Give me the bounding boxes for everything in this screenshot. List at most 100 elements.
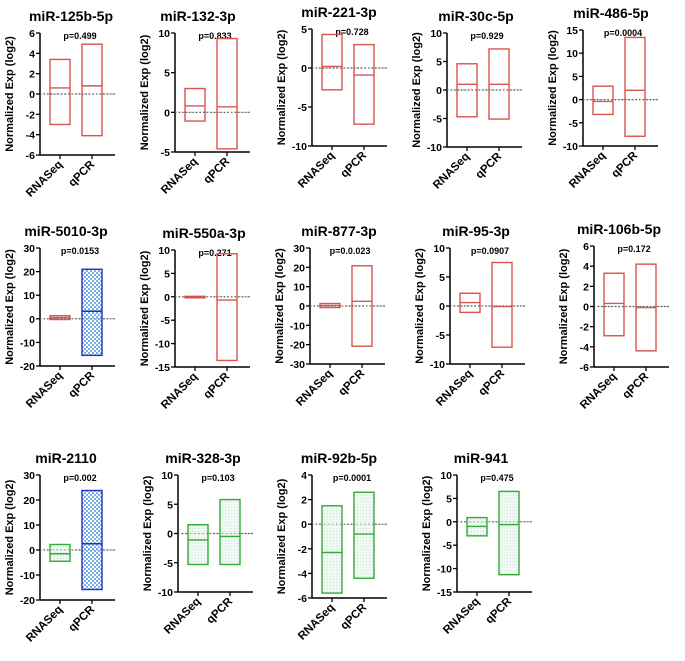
box-rnaseq: [49, 58, 71, 126]
box-rnaseq: [187, 524, 209, 566]
y-tick-label: 30: [23, 243, 35, 255]
p-value-label: p=0.929: [470, 31, 503, 41]
y-tick-label: -10: [158, 587, 173, 599]
y-tick-label: 0: [572, 95, 578, 107]
y-tick-label: 20: [23, 495, 35, 507]
y-tick-label: 0: [299, 301, 305, 313]
p-value-label: p=0.0001: [333, 473, 371, 483]
y-tick-label: 5: [439, 272, 445, 284]
y-tick-label: 2: [29, 69, 35, 81]
y-tick-label: 5: [164, 68, 170, 80]
y-axis-label: Normalized Exp (log2): [558, 248, 570, 364]
y-tick-label: 5: [446, 493, 452, 505]
chart-panel: miR-2110 p=0.002 -20 -10 0 10 20 30 Normalized E…: [4, 450, 115, 645]
y-tick-label: 6: [583, 241, 589, 253]
y-tick-label: 0: [439, 301, 445, 313]
y-tick-label: 30: [293, 243, 305, 255]
chart-panel: miR-221-3p p=0.728 -10 -5 0 5 Normalized Exp (…: [276, 4, 387, 191]
x-tick-label: qPCR: [338, 149, 369, 180]
y-tick-label: -2: [580, 322, 589, 334]
y-axis-label: Normalized Exp (log2): [139, 250, 151, 366]
y-axis-label: Normalized Exp (log2): [411, 32, 423, 148]
chart-title: miR-486-5p: [573, 5, 648, 21]
y-tick-label: -6: [298, 593, 307, 605]
y-tick-label: -20: [20, 595, 35, 607]
p-value-label: p=0.728: [335, 27, 368, 37]
y-tick-label: -5: [161, 315, 170, 327]
chart-title: miR-92b-5p: [301, 450, 377, 466]
y-tick-label: 0: [446, 517, 452, 529]
y-tick-label: 20: [293, 262, 305, 274]
y-tick-label: -10: [427, 142, 442, 154]
box-rnaseq: [321, 505, 343, 594]
chart-title: miR-30c-5p: [438, 8, 513, 24]
x-tick-label: qPCR: [66, 369, 97, 400]
y-tick-label: -2: [298, 544, 307, 556]
x-tick-label: RNASeq: [434, 368, 475, 409]
y-tick-label: -10: [20, 337, 35, 349]
box-rnaseq: [456, 63, 478, 118]
x-tick-label: RNASeq: [567, 150, 608, 191]
y-tick-label: -10: [290, 320, 305, 332]
x-tick-label: RNASeq: [296, 150, 337, 191]
y-tick-label: 10: [23, 290, 35, 302]
box-qpcr: [216, 253, 238, 362]
x-tick-label: qPCR: [620, 370, 651, 401]
y-axis-label: Normalized Exp (log2): [142, 475, 154, 591]
box-qpcr: [219, 498, 241, 566]
y-tick-label: 0: [301, 519, 307, 531]
box-qpcr: [498, 490, 520, 576]
box-qpcr: [216, 37, 238, 150]
x-tick-label: RNASeq: [441, 596, 482, 637]
chart-panel: miR-92b-5p p=0.0001 -6 -4 -2 0 2 4 Normalized Ex…: [276, 450, 387, 643]
y-axis-label: Normalized Exp (log2): [274, 248, 286, 364]
x-tick-label: RNASeq: [24, 604, 65, 645]
y-tick-label: 0: [436, 85, 442, 97]
y-tick-label: 10: [158, 28, 170, 40]
x-tick-label: RNASeq: [24, 370, 65, 411]
y-tick-label: -10: [155, 339, 170, 351]
y-tick-label: 5: [572, 71, 578, 83]
box-rnaseq: [49, 543, 71, 562]
y-tick-label: 10: [293, 282, 305, 294]
x-tick-label: RNASeq: [296, 602, 337, 643]
p-value-label: p=0.172: [617, 244, 650, 254]
p-value-label: p=0.499: [63, 31, 96, 41]
chart-panel: miR-877-3p p=0.0.023 -30 -20 -10 0 10 20 30 Norma…: [274, 223, 385, 409]
chart-title: miR-125b-5p: [29, 8, 113, 24]
y-tick-label: 10: [566, 48, 578, 60]
y-tick-label: 0: [583, 302, 589, 314]
y-tick-label: -6: [26, 150, 35, 162]
y-tick-label: 10: [158, 245, 170, 257]
x-tick-label: RNASeq: [294, 368, 335, 409]
y-tick-label: 15: [566, 25, 578, 37]
box-qpcr: [81, 489, 103, 591]
chart-panel: miR-550a-3p p=0.271 -15 -10 -5 0 5 10 Normalized…: [139, 225, 250, 412]
chart-panel: miR-106b-5p p=0.172 -6 -4 -2 0 2 4 6 Normalized E…: [558, 221, 669, 412]
y-tick-label: 30: [23, 470, 35, 482]
box-rnaseq: [592, 85, 614, 116]
y-tick-label: -5: [433, 114, 442, 126]
y-tick-label: -4: [298, 568, 307, 580]
x-tick-label: qPCR: [66, 603, 97, 634]
p-value-label: p=0.475: [480, 473, 513, 483]
chart-title: miR-132-3p: [160, 8, 235, 24]
y-axis-label: Normalized Exp (log2): [4, 479, 16, 595]
box-rnaseq: [184, 87, 206, 122]
x-tick-label: RNASeq: [162, 596, 203, 637]
y-tick-label: 10: [430, 28, 442, 40]
p-value-label: p=0.0153: [61, 246, 99, 256]
x-tick-label: RNASeq: [159, 156, 200, 197]
box-qpcr: [81, 43, 103, 137]
p-value-label: p=0.0004: [604, 28, 642, 38]
x-tick-label: RNASeq: [159, 371, 200, 412]
y-tick-label: 0: [164, 292, 170, 304]
y-tick-label: -10: [430, 359, 445, 371]
y-tick-label: 0: [29, 314, 35, 326]
box-qpcr: [81, 268, 103, 357]
y-tick-label: 10: [23, 520, 35, 532]
y-tick-label: 5: [301, 24, 307, 36]
chart-title: miR-106b-5p: [577, 221, 661, 237]
box-qpcr: [353, 43, 375, 125]
